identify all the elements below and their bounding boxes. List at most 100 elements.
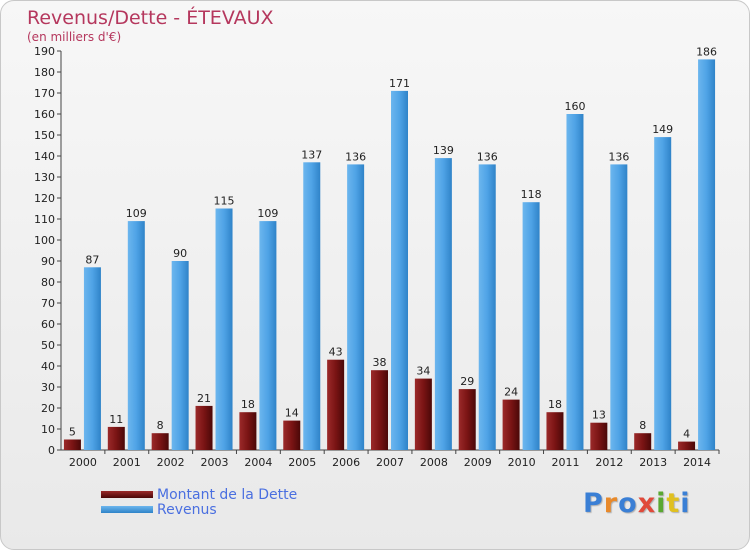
chart-title: Revenus/Dette - ÉTEVAUX xyxy=(27,7,274,29)
data-label-dette: 8 xyxy=(639,419,646,432)
y-tick-label: 70 xyxy=(41,297,55,310)
data-label-revenus: 136 xyxy=(608,150,629,163)
data-label-dette: 4 xyxy=(683,428,690,441)
logo-letter: r xyxy=(603,488,619,519)
data-label-revenus: 109 xyxy=(126,207,147,220)
x-tick-label: 2001 xyxy=(113,456,141,469)
bar-dette xyxy=(151,433,169,450)
legend-swatch-dette xyxy=(101,491,153,498)
bar-revenus xyxy=(610,164,628,450)
data-label-revenus: 149 xyxy=(652,123,673,136)
data-label-revenus: 109 xyxy=(257,207,278,220)
y-tick-label: 80 xyxy=(41,276,55,289)
x-tick-label: 2013 xyxy=(639,456,667,469)
bar-revenus xyxy=(522,202,540,450)
y-tick-label: 90 xyxy=(41,255,55,268)
bar-dette xyxy=(195,405,213,450)
bar-revenus xyxy=(83,267,101,450)
bar-revenus xyxy=(698,59,716,451)
logo-letter: t xyxy=(666,488,681,519)
y-tick-label: 130 xyxy=(34,171,55,184)
y-tick-label: 20 xyxy=(41,402,55,415)
x-tick-label: 2011 xyxy=(551,456,579,469)
x-tick-label: 2006 xyxy=(332,456,360,469)
data-label-revenus: 139 xyxy=(433,144,454,157)
y-tick-label: 170 xyxy=(34,87,55,100)
data-label-dette: 5 xyxy=(69,426,76,439)
data-label-revenus: 87 xyxy=(85,253,99,266)
data-label-dette: 14 xyxy=(285,407,299,420)
bar-dette xyxy=(371,370,388,450)
logo-letter: i xyxy=(680,488,691,519)
data-label-revenus: 136 xyxy=(477,150,498,163)
bar-revenus xyxy=(478,164,496,450)
y-tick-label: 50 xyxy=(41,339,55,352)
bar-dette xyxy=(283,420,301,450)
bar-dette xyxy=(678,441,696,450)
y-tick-label: 140 xyxy=(34,150,55,163)
bar-revenus xyxy=(127,221,145,450)
data-label-dette: 11 xyxy=(109,413,123,426)
data-label-revenus: 160 xyxy=(564,100,585,113)
y-tick-label: 190 xyxy=(34,45,55,58)
x-tick-label: 2009 xyxy=(464,456,492,469)
chart-subtitle: (en milliers d'€) xyxy=(27,30,122,44)
bar-dette xyxy=(502,399,520,450)
bar-revenus xyxy=(259,221,277,450)
data-label-revenus: 137 xyxy=(301,148,322,161)
bar-dette xyxy=(327,359,345,450)
plot-area: 0 10 20 30 40 50 60 70 80 90 100 110 120 130 140 150 160… xyxy=(34,45,720,469)
bar-revenus xyxy=(303,162,321,451)
y-tick-label: 110 xyxy=(34,213,55,226)
y-tick-label: 100 xyxy=(34,234,55,247)
data-label-dette: 24 xyxy=(504,386,518,399)
data-label-dette: 43 xyxy=(329,346,343,359)
data-label-revenus: 171 xyxy=(389,77,410,90)
bar-dette xyxy=(458,389,476,450)
bar-revenus xyxy=(347,164,365,450)
bar-dette xyxy=(107,426,125,450)
bar-dette xyxy=(63,439,81,450)
logo-letter: x xyxy=(637,488,657,519)
x-tick-label: 2004 xyxy=(244,456,272,469)
bar-dette xyxy=(590,422,608,450)
x-tick-label: 2014 xyxy=(683,456,711,469)
y-tick-label: 30 xyxy=(41,381,55,394)
data-label-revenus: 136 xyxy=(345,150,366,163)
y-tick-label: 40 xyxy=(41,360,55,373)
legend-label-revenus: Revenus xyxy=(157,501,217,518)
data-label-dette: 18 xyxy=(241,398,255,411)
logo-letter: P xyxy=(583,488,604,519)
x-tick-label: 2012 xyxy=(595,456,623,469)
bar-dette xyxy=(239,412,257,450)
x-tick-label: 2002 xyxy=(157,456,185,469)
legend: Montant de la Dette Revenus xyxy=(101,486,298,518)
data-label-dette: 8 xyxy=(157,419,164,432)
legend-label-dette: Montant de la Dette xyxy=(157,486,298,503)
y-tick-label: 150 xyxy=(34,129,55,142)
y-tick-label: 160 xyxy=(34,108,55,121)
legend-swatch-revenus xyxy=(101,506,153,513)
data-label-dette: 18 xyxy=(548,398,562,411)
y-tick-label: 120 xyxy=(34,192,55,205)
bar-revenus xyxy=(434,158,452,450)
y-tick-label: 180 xyxy=(34,66,55,79)
data-label-revenus: 186 xyxy=(696,45,717,58)
logo-letter: i xyxy=(656,488,667,519)
y-tick-label: 0 xyxy=(48,444,55,457)
x-tick-label: 2000 xyxy=(69,456,97,469)
proxiti-logo: Proxiti xyxy=(583,488,691,519)
x-tick-label: 2007 xyxy=(376,456,404,469)
bar-dette xyxy=(546,412,564,450)
bar-revenus xyxy=(566,114,584,450)
data-label-revenus: 118 xyxy=(521,188,542,201)
y-tick-label: 10 xyxy=(41,423,55,436)
bar-revenus xyxy=(171,261,189,450)
x-tick-label: 2010 xyxy=(508,456,536,469)
bar-dette xyxy=(414,378,432,450)
data-label-revenus: 115 xyxy=(214,195,235,208)
data-label-dette: 29 xyxy=(460,375,474,388)
legend-item-dette: Montant de la Dette xyxy=(101,486,298,503)
legend-item-revenus: Revenus xyxy=(101,501,297,518)
